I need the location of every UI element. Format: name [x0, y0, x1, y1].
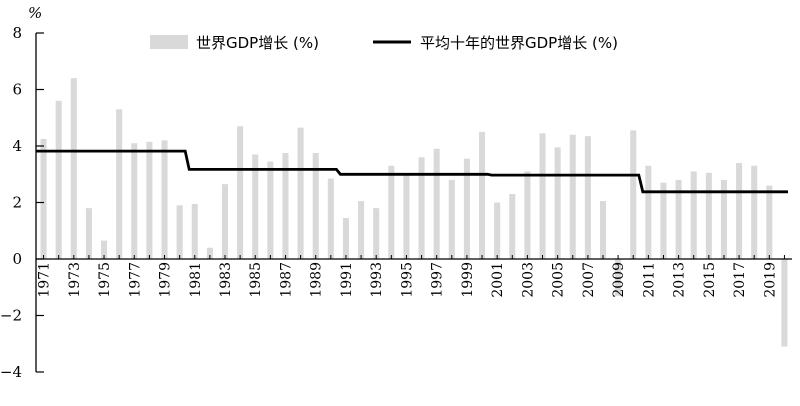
- bar-1978: [146, 141, 153, 259]
- y-tick-label: −2: [0, 307, 22, 325]
- y-axis-unit-label: %: [28, 4, 42, 22]
- legend: 世界GDP增长 (%) 平均十年的世界GDP增长 (%): [150, 34, 618, 52]
- x-tick-label: 1987: [278, 262, 294, 298]
- x-tick-label: 1981: [188, 262, 204, 298]
- bar-1987: [282, 153, 289, 259]
- bar-1993: [373, 208, 380, 259]
- bar-2004: [539, 133, 546, 259]
- bar-1981: [191, 203, 198, 259]
- bar-1975: [101, 240, 108, 259]
- x-tick-label: 1997: [430, 262, 446, 298]
- y-tick-label: 8: [12, 24, 22, 42]
- bar-1995: [403, 174, 410, 259]
- decade-average-line-group: [36, 149, 788, 194]
- bar-1992: [358, 201, 365, 259]
- legend-line-label: 平均十年的世界GDP增长 (%): [420, 34, 618, 52]
- bar-2002: [509, 194, 516, 259]
- bar-1979: [161, 140, 168, 259]
- x-tick-label: 2007: [581, 262, 597, 298]
- x-tick-label: 2015: [702, 262, 718, 298]
- bar-1994: [388, 165, 395, 259]
- x-tick-label: 1977: [127, 262, 143, 298]
- y-tick-label: −4: [0, 363, 22, 381]
- x-tick-label: 1983: [218, 262, 234, 298]
- bar-1985: [252, 154, 259, 259]
- x-tick-label: 2003: [520, 262, 536, 298]
- legend-bar-swatch: [150, 35, 188, 49]
- legend-bar-label: 世界GDP增长 (%): [196, 34, 319, 52]
- bar-1976: [116, 109, 123, 260]
- y-tick-label: 4: [12, 137, 22, 155]
- bar-2007: [584, 136, 591, 259]
- x-tick-label: 2005: [551, 262, 567, 298]
- bar-2011: [645, 165, 652, 259]
- bar-1997: [433, 148, 440, 259]
- x-tick-label: 1999: [460, 262, 476, 298]
- x-tick-label: 1979: [158, 262, 174, 298]
- axes: −4 −2 0 2 4 6 8 1971 1973 1975 1977 1979 1981 1983 198…: [0, 24, 792, 381]
- x-tick-label: 2001: [490, 262, 506, 298]
- gdp-growth-bars: [40, 78, 788, 347]
- bar-1998: [448, 179, 455, 259]
- bar-2000: [479, 131, 486, 259]
- bar-1988: [297, 127, 304, 259]
- bar-1971: [40, 138, 47, 259]
- x-tick-label: 2009: [611, 262, 627, 298]
- bar-2010: [630, 130, 637, 259]
- x-tick-label: 1993: [369, 262, 385, 298]
- bar-1972: [55, 100, 62, 259]
- bar-2012: [660, 182, 667, 259]
- bar-2013: [675, 179, 682, 259]
- y-tick-label: 6: [12, 81, 22, 99]
- bar-1977: [131, 143, 138, 259]
- bar-1974: [85, 208, 92, 259]
- bar-2018: [751, 165, 758, 259]
- bar-1989: [312, 153, 319, 259]
- bar-1983: [221, 184, 229, 259]
- bar-2006: [569, 134, 576, 259]
- bar-2001: [494, 202, 501, 259]
- bar-2008: [599, 201, 607, 259]
- x-tick-label: 1991: [339, 262, 355, 298]
- x-tick-label: 1971: [37, 262, 53, 298]
- bar-2015: [705, 172, 712, 259]
- y-tick-label: 0: [12, 250, 22, 268]
- bar-2005: [554, 147, 561, 259]
- x-tick-label: 2011: [641, 262, 657, 298]
- y-tick-label: 2: [12, 194, 22, 212]
- x-tick-label: 2013: [672, 262, 688, 298]
- decade-average-line: [36, 149, 788, 194]
- bar-2003: [524, 171, 531, 259]
- bar-1980: [176, 205, 183, 259]
- bar-1982: [206, 247, 213, 259]
- x-tick-label: 1989: [309, 262, 325, 298]
- bar-1973: [70, 78, 77, 259]
- bar-1986: [267, 161, 274, 259]
- bar-2017: [736, 162, 743, 259]
- bar-2019: [766, 185, 773, 259]
- x-tick-label: 1985: [248, 262, 264, 298]
- bar-2016: [720, 179, 727, 259]
- bar-2020: [781, 259, 788, 347]
- bar-1996: [418, 157, 425, 259]
- bar-1984: [237, 126, 244, 259]
- bar-2009: [615, 259, 622, 296]
- x-tick-label: 2017: [732, 262, 748, 298]
- bar-2014: [690, 171, 697, 259]
- x-tick-label: 2019: [762, 262, 778, 298]
- bar-1991: [342, 218, 349, 259]
- x-tick-label: 1973: [67, 262, 83, 298]
- bar-1990: [327, 178, 334, 259]
- x-tick-label: 1995: [399, 262, 415, 298]
- x-tick-label: 1975: [97, 262, 113, 298]
- bar-1999: [463, 158, 470, 259]
